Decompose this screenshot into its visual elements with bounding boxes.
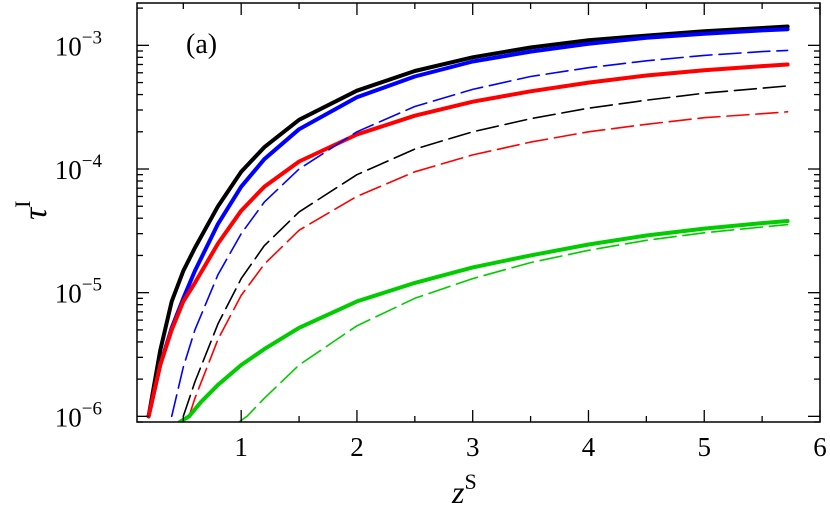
x-tick-label: 3	[466, 432, 480, 462]
y-axis-label: τI	[10, 201, 54, 221]
plot-lines	[146, 24, 790, 422]
y-tick-label: 10−3	[55, 27, 102, 61]
panel-label: (a)	[186, 29, 217, 60]
ticks	[137, 3, 821, 423]
x-axis-label-base: z	[451, 474, 465, 510]
series-line-6-dashed	[188, 111, 789, 418]
y-axis-label-base: τ	[17, 206, 54, 220]
series-line-7-solid	[177, 219, 790, 422]
series-line-3-solid	[146, 62, 790, 419]
x-tick-label: 2	[350, 432, 364, 462]
series-line-4-dashed	[170, 49, 789, 418]
y-tick-label: 10−6	[55, 398, 102, 432]
plot-frame	[136, 2, 821, 423]
x-axis-label: zS	[451, 469, 477, 510]
x-tick-label: 5	[697, 432, 711, 462]
series-line-1-solid	[146, 24, 790, 419]
y-tick-label: 10−5	[55, 275, 102, 309]
y-tick-label: 10−4	[55, 151, 103, 185]
series-line-8-dashed	[238, 223, 789, 422]
series-line-5-dashed	[182, 85, 789, 418]
y-axis-label-sup: I	[10, 201, 35, 208]
x-tick-label: 1	[234, 432, 248, 462]
x-tick-label: 6	[813, 432, 827, 462]
x-axis-label-sup: S	[464, 469, 476, 494]
tick-labels: 1 2 3 4 5 6 10−6 10−5 10−4 10−3	[55, 27, 827, 462]
x-tick-label: 4	[582, 432, 596, 462]
series-line-2-solid	[146, 27, 790, 419]
